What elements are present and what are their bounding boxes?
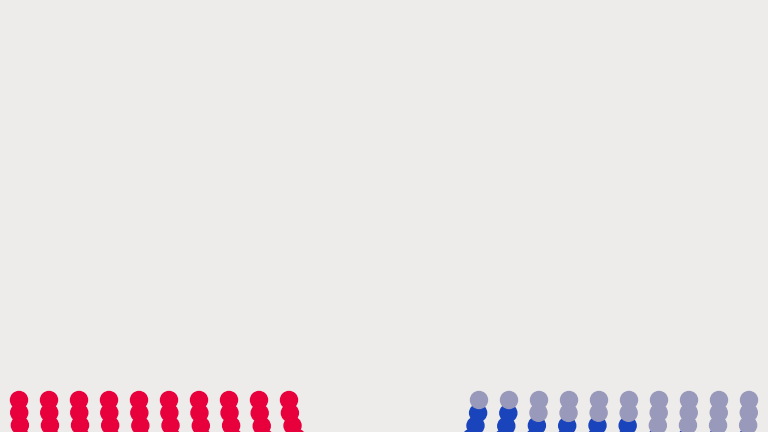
Circle shape — [253, 417, 270, 432]
Circle shape — [43, 429, 60, 432]
Circle shape — [101, 404, 118, 421]
Circle shape — [11, 404, 28, 421]
Circle shape — [495, 430, 511, 432]
Circle shape — [73, 429, 90, 432]
Circle shape — [194, 430, 211, 432]
Circle shape — [131, 391, 147, 409]
Circle shape — [708, 429, 725, 432]
Circle shape — [528, 417, 545, 432]
Circle shape — [650, 404, 667, 421]
Circle shape — [12, 417, 28, 432]
Circle shape — [132, 417, 149, 432]
Circle shape — [740, 391, 757, 409]
Circle shape — [225, 429, 242, 432]
Circle shape — [284, 417, 301, 432]
Circle shape — [161, 391, 177, 409]
Circle shape — [221, 404, 238, 421]
Circle shape — [250, 391, 267, 409]
Circle shape — [557, 430, 574, 432]
Circle shape — [190, 391, 207, 409]
Circle shape — [710, 417, 727, 432]
Circle shape — [11, 391, 28, 409]
Circle shape — [131, 404, 147, 421]
Circle shape — [257, 430, 273, 432]
Circle shape — [617, 430, 634, 432]
Circle shape — [591, 391, 607, 409]
Circle shape — [161, 404, 178, 421]
Circle shape — [41, 391, 58, 409]
Circle shape — [589, 417, 606, 432]
Circle shape — [500, 404, 517, 422]
Circle shape — [467, 417, 484, 432]
Circle shape — [739, 429, 756, 432]
Circle shape — [649, 417, 667, 432]
Circle shape — [678, 429, 695, 432]
Circle shape — [710, 391, 727, 409]
Circle shape — [590, 404, 607, 421]
Circle shape — [680, 404, 697, 421]
Circle shape — [191, 404, 208, 421]
Circle shape — [650, 391, 667, 409]
Circle shape — [648, 429, 665, 432]
Circle shape — [71, 404, 88, 421]
Circle shape — [281, 404, 299, 422]
Circle shape — [621, 404, 637, 421]
Circle shape — [71, 391, 88, 409]
Circle shape — [526, 429, 543, 432]
Circle shape — [41, 417, 58, 432]
Circle shape — [134, 430, 151, 432]
Circle shape — [41, 404, 58, 421]
Circle shape — [280, 391, 297, 409]
Circle shape — [560, 404, 577, 421]
Circle shape — [558, 417, 576, 432]
Circle shape — [680, 391, 697, 409]
Circle shape — [462, 429, 480, 432]
Circle shape — [471, 391, 488, 409]
Circle shape — [288, 429, 306, 432]
Circle shape — [220, 391, 237, 409]
Circle shape — [12, 429, 29, 432]
Circle shape — [530, 404, 547, 421]
Circle shape — [587, 429, 604, 432]
Circle shape — [103, 429, 120, 432]
Circle shape — [164, 429, 181, 432]
Circle shape — [561, 391, 578, 409]
Circle shape — [680, 417, 697, 432]
Circle shape — [740, 404, 757, 421]
Circle shape — [251, 404, 268, 422]
Circle shape — [101, 391, 118, 409]
Circle shape — [531, 391, 548, 409]
Circle shape — [71, 417, 88, 432]
Circle shape — [619, 417, 636, 432]
Circle shape — [740, 417, 756, 432]
Circle shape — [223, 417, 240, 432]
Circle shape — [101, 417, 119, 432]
Circle shape — [621, 391, 637, 409]
Circle shape — [498, 417, 515, 432]
Circle shape — [192, 417, 210, 432]
Circle shape — [469, 404, 487, 422]
Circle shape — [501, 391, 518, 409]
Circle shape — [162, 417, 179, 432]
Circle shape — [710, 404, 727, 421]
